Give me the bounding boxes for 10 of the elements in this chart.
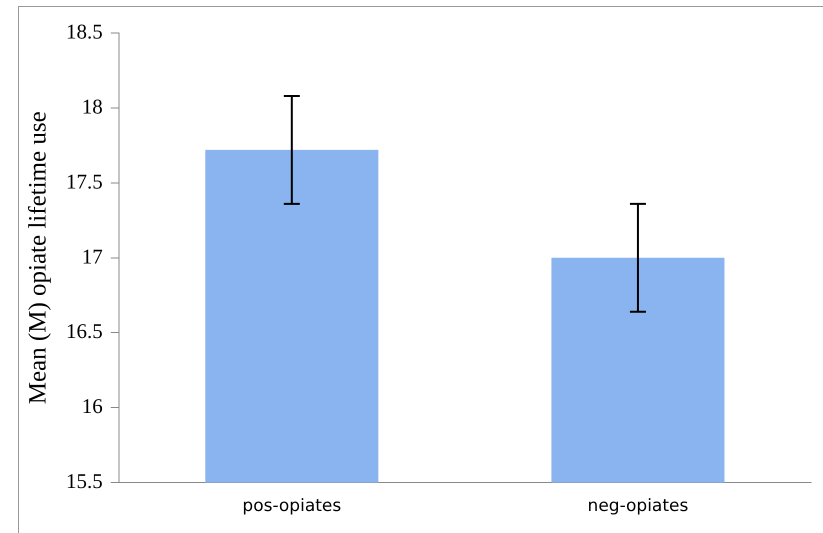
y-tick-label: 18 [82,94,103,118]
y-tick-label: 15.5 [66,469,103,494]
y-tick-label: 17 [82,244,103,268]
x-tick-label: neg-opiates [588,496,688,516]
y-tick-label: 16.5 [66,319,103,344]
y-tick-label: 17.5 [66,169,103,194]
y-tick-label: 18.5 [66,20,103,44]
y-axis-title: Mean (M) opiate lifetime use [24,111,52,404]
x-tick-label: pos-opiates [242,496,342,516]
y-tick-label: 16 [82,394,103,418]
